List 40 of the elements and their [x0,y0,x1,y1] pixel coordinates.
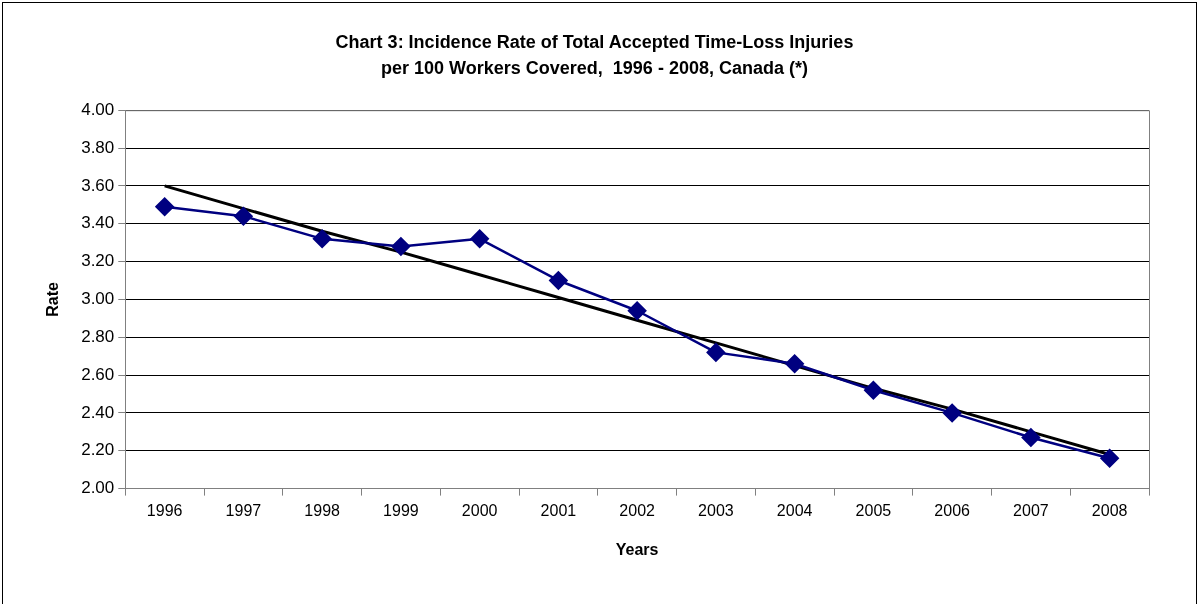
x-tick-label: 1998 [304,501,341,519]
point [785,354,804,373]
x-tick-label: 2001 [540,501,577,519]
y-tick-label: 2.60 [81,364,115,384]
x-tick-label: 1997 [225,501,262,519]
y-tick-label: 2.20 [81,440,115,460]
point [470,229,489,249]
point [864,380,883,400]
y-tick-label: 3.40 [81,213,115,233]
point [391,237,411,256]
y-tick-label: 2.40 [81,402,115,422]
y-tick-label: 2.00 [81,478,115,498]
point [942,403,962,423]
x-tick-label: 2005 [855,501,892,519]
x-tick-label: 2006 [934,501,971,519]
point [155,197,174,216]
point [312,229,332,249]
x-tick-label: 1996 [146,501,183,519]
x-tick-label: 1999 [383,501,419,519]
point [627,301,647,320]
y-tick-label: 2.80 [81,326,115,346]
x-tick-label: 2002 [619,501,656,519]
x-axis-title: Years [615,540,659,558]
x-tick-label: 2000 [461,501,498,519]
y-tick-label: 3.60 [81,175,115,195]
y-tick-label: 4.00 [81,99,115,119]
point [1021,428,1041,447]
x-tick-label: 2007 [1013,501,1049,519]
x-tick-label: 2003 [698,501,734,519]
chart-title: Chart 3: Incidence Rate of Total Accepted Time-Loss Injuries per 100 Workers Covered, 1996 - 2008, Canada (*) [335,32,854,79]
x-tick-label: 2004 [776,501,813,519]
point [234,206,253,226]
y-axis-title: Rate [44,281,62,317]
y-tick-label: 3.00 [81,289,115,309]
point [706,343,726,362]
point [549,271,568,290]
x-tick-label: 2008 [1091,501,1128,519]
y-tick-label: 3.20 [81,251,115,271]
y-tick-label: 3.80 [81,137,115,157]
point [1100,449,1119,468]
